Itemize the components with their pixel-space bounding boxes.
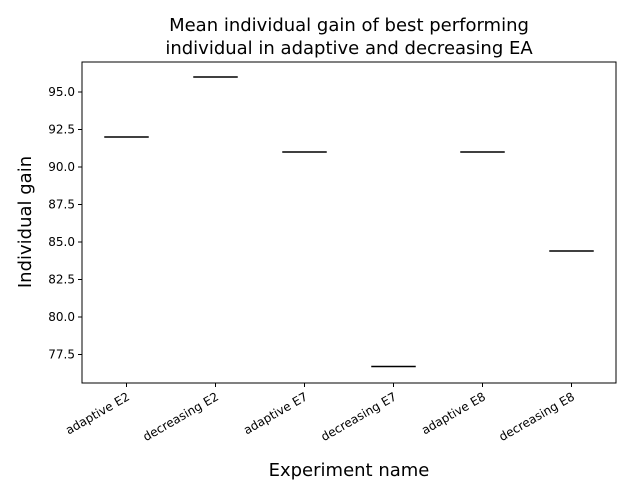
plot-area xyxy=(81,61,617,384)
y-tick-label: 77.5 xyxy=(48,348,75,362)
y-tick-label: 80.0 xyxy=(48,310,75,324)
y-axis-label: Individual gain xyxy=(15,156,36,288)
box-plot-series xyxy=(104,76,594,368)
x-axis: adaptive E2 decreasing E2 adaptive E7 decre… xyxy=(63,383,577,444)
chart-title-line-1: Mean individual gain of best performing xyxy=(169,15,529,36)
y-tick-label: 82.5 xyxy=(48,273,75,287)
x-tick-label: adaptive E2 xyxy=(63,389,132,437)
y-tick-label: 87.5 xyxy=(48,198,75,212)
x-tick-label: decreasing E2 xyxy=(141,389,221,444)
y-tick-label: 92.5 xyxy=(48,123,75,137)
y-tick-label: 90.0 xyxy=(48,160,75,174)
x-tick-label: adaptive E8 xyxy=(419,389,488,437)
y-tick-label: 85.0 xyxy=(48,235,75,249)
chart-title-line-2: individual in adaptive and decreasing EA xyxy=(165,38,533,59)
y-axis: 77.5 80.0 82.5 85.0 87.5 90.0 92.5 95.0 xyxy=(48,85,82,362)
x-tick-label: decreasing E8 xyxy=(497,389,577,444)
y-tick-label: 95.0 xyxy=(48,85,75,99)
x-tick-label: adaptive E7 xyxy=(241,389,310,437)
x-axis-label: Experiment name xyxy=(269,460,430,480)
x-tick-label: decreasing E7 xyxy=(319,389,399,444)
